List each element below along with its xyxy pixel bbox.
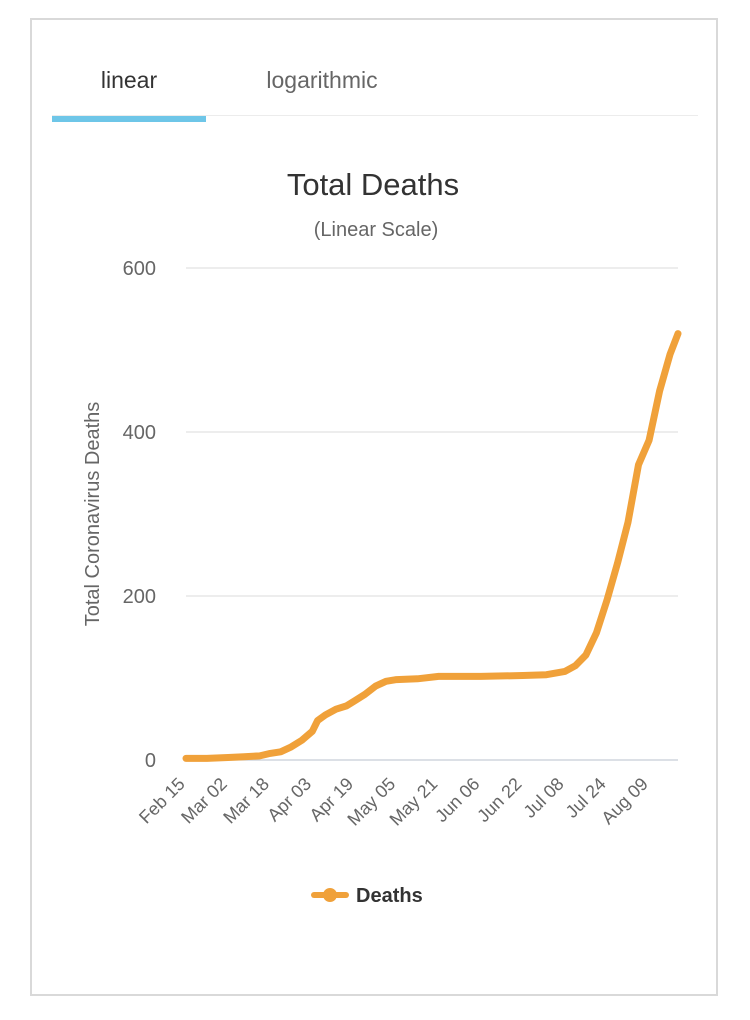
y-tick-label: 200 [123,586,156,608]
x-tick-label: Jul 08 [520,774,568,822]
x-tick-label: Aug 09 [597,774,651,828]
chart-subtitle: (Linear Scale) [314,219,439,241]
x-tick-label: Feb 15 [135,774,189,828]
chart-card [30,18,718,996]
scale-tabs: linear logarithmic [52,60,698,122]
series-layer [182,330,682,762]
x-tick-label: May 21 [386,774,442,830]
legend[interactable]: Deaths [311,885,423,907]
series-line-deaths[interactable] [182,330,682,762]
legend-label-deaths: Deaths [356,885,423,907]
y-tick-label: 400 [123,422,156,444]
tab-logarithmic[interactable]: logarithmic [266,67,378,93]
y-tick-labels: 0 200 400 600 [123,258,156,772]
x-tick-label: Apr 03 [263,774,315,826]
active-tab-indicator [52,116,206,122]
x-tick-label: Jun 22 [473,774,525,826]
tab-linear[interactable]: linear [100,67,158,93]
tabs-divider [52,115,698,116]
grid-lines [186,267,678,761]
legend-swatch-marker [323,888,337,902]
x-tick-label: Jun 06 [431,774,483,826]
y-tick-label: 0 [145,750,156,772]
chart-title: Total Deaths [287,167,459,202]
x-tick-label: Mar 02 [177,774,231,828]
y-axis-label: Total Coronavirus Deaths [82,402,104,627]
x-tick-label: Mar 18 [219,774,273,828]
y-tick-label: 600 [123,258,156,280]
